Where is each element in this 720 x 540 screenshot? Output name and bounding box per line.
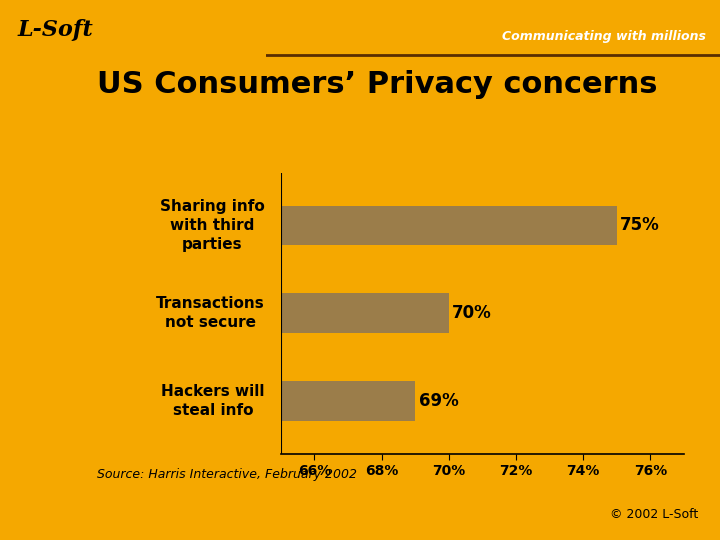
Text: 75%: 75%: [620, 217, 660, 234]
Text: Transactions
not secure: Transactions not secure: [156, 296, 265, 330]
Text: Communicating with millions: Communicating with millions: [503, 30, 706, 43]
Bar: [281, 293, 449, 333]
Bar: [281, 206, 617, 245]
Text: Sharing info
with third
parties: Sharing info with third parties: [160, 199, 265, 252]
Text: US Consumers’ Privacy concerns: US Consumers’ Privacy concerns: [97, 70, 657, 99]
Text: 69%: 69%: [418, 392, 459, 410]
Text: L-Soft: L-Soft: [18, 19, 94, 40]
Text: © 2002 L-Soft: © 2002 L-Soft: [610, 508, 698, 522]
Text: Hackers will
steal info: Hackers will steal info: [161, 384, 265, 418]
Text: Source: Harris Interactive, February 2002: Source: Harris Interactive, February 200…: [97, 468, 357, 481]
Text: 70%: 70%: [452, 304, 492, 322]
Bar: [281, 381, 415, 421]
